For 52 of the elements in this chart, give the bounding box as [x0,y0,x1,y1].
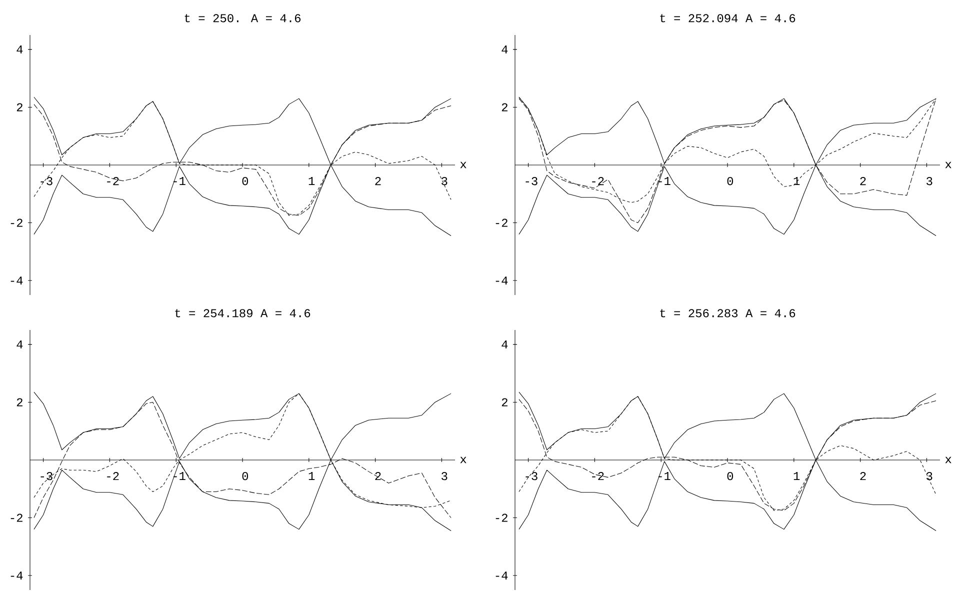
y-tick-label: 4 [16,45,23,54]
y-tick-label: 4 [502,45,508,54]
y-tick-label: -2 [496,514,508,522]
y-tick-label: 2 [502,103,508,112]
x-tick-label: 0 [242,177,248,186]
y-tick-label: -2 [10,514,22,522]
x-axis-title: x [945,456,952,464]
x-tick-label: 0 [727,472,734,480]
x-tick-label: -2 [107,472,119,480]
x-tick-label: -3 [526,177,538,186]
x-tick-label: -3 [40,177,52,186]
x-tick-label: 1 [794,177,800,185]
x-tick-label: 0 [242,472,248,480]
x-tick-label: -2 [592,472,604,480]
y-tick-label: -4 [496,572,508,580]
y-tick-label: 2 [502,398,508,406]
x-tick-label: 0 [727,177,734,186]
y-tick-label: -4 [10,572,23,580]
x-tick-label: 1 [794,472,800,480]
x-tick-label: 1 [308,472,315,480]
y-tick-label: 2 [16,398,22,406]
x-tick-label: 3 [442,177,448,186]
x-tick-label: 1 [308,177,315,185]
x-tick-label: 3 [926,472,932,480]
y-tick-label: 2 [16,103,22,112]
chart-title: t = 254.189 A = 4.6 [175,309,310,318]
chart-title: t = 256.283 A = 4.6 [660,309,796,318]
x-tick-label: 2 [375,177,381,186]
x-tick-label: 3 [442,472,448,480]
y-tick-label: -4 [10,276,23,284]
x-axis-title: x [460,456,466,464]
x-tick-label: -1 [658,177,670,185]
x-tick-label: 2 [375,472,381,480]
x-tick-label: 2 [860,472,866,480]
x-tick-label: -2 [107,177,119,186]
x-tick-label: 2 [860,177,866,186]
x-tick-label: -1 [174,472,186,480]
y-tick-label: 4 [16,340,23,348]
x-tick-label: -1 [174,177,186,185]
x-tick-label: 3 [926,177,932,186]
x-tick-label: -1 [658,472,670,480]
x-tick-label: -3 [526,472,538,480]
x-tick-label: -2 [592,177,604,186]
y-tick-label: -2 [10,218,22,227]
y-tick-label: -2 [496,218,508,227]
chart-title: t = 252.094 A = 4.6 [660,14,796,22]
y-tick-label: 4 [502,340,508,348]
chart-title: t = 250. A = 4.6 [184,14,301,22]
x-axis-title: x [945,162,952,168]
x-axis-title: x [460,162,466,168]
y-tick-label: -4 [496,276,508,284]
x-tick-label: -3 [40,472,52,480]
